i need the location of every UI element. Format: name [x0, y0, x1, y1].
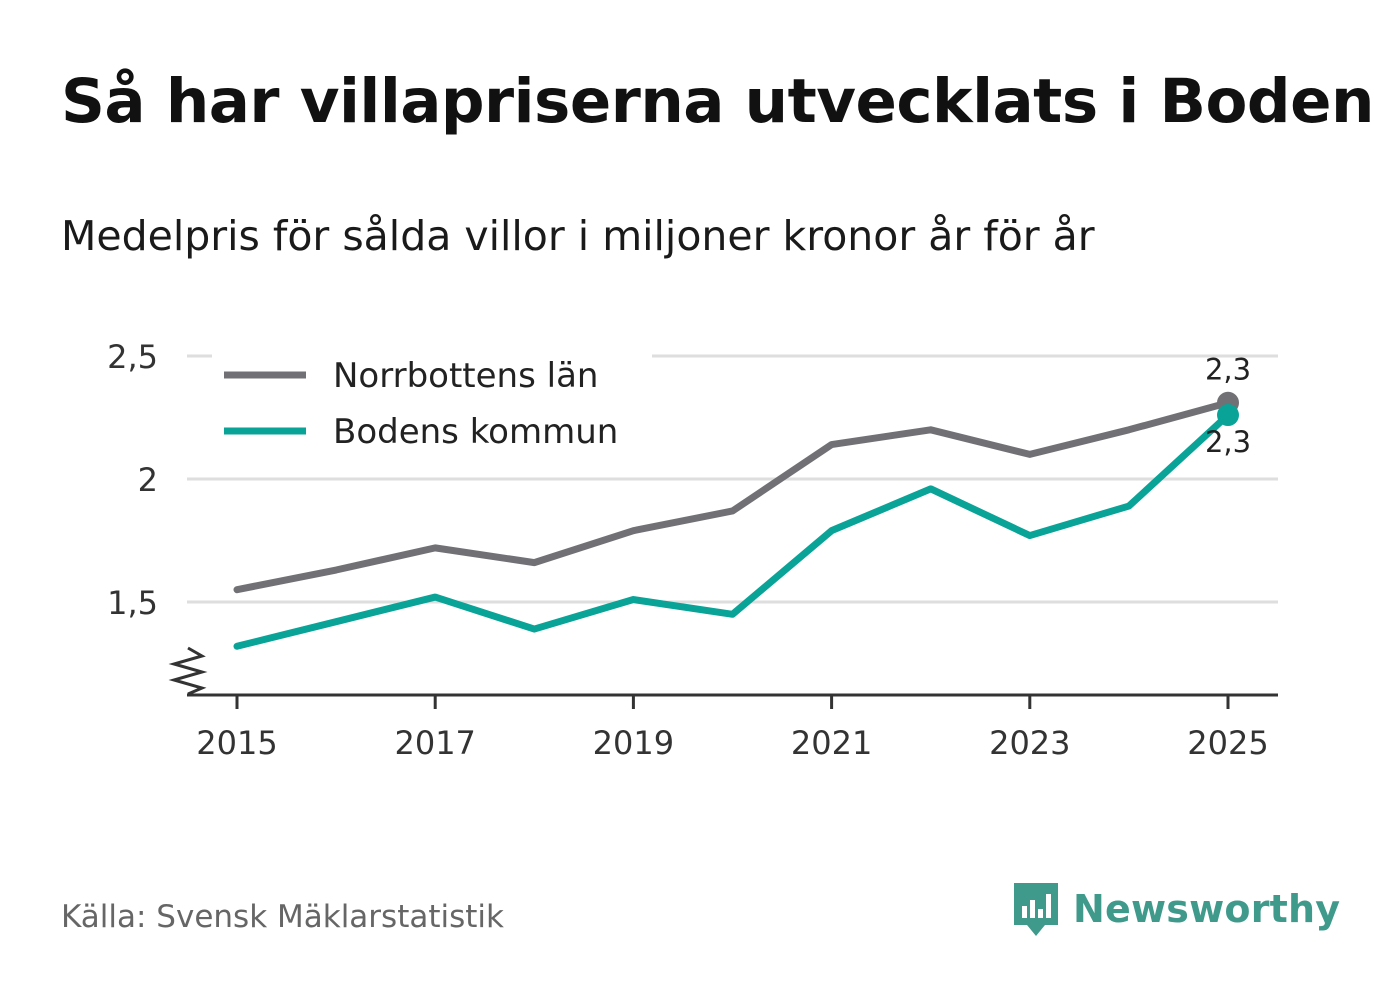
brand-name: Newsworthy	[1073, 887, 1341, 931]
legend-label: Norrbottens län	[333, 356, 598, 396]
axis-break-icon	[168, 646, 208, 696]
end-point-marker	[1217, 404, 1239, 427]
legend-label: Bodens kommun	[333, 412, 618, 452]
legend-box	[212, 352, 652, 460]
x-tick-label: 2021	[791, 724, 872, 762]
x-tick-label: 2017	[394, 724, 475, 762]
y-tick-label: 2	[138, 461, 158, 499]
brand-logo: Newsworthy	[1011, 880, 1340, 938]
y-tick-label: 1,5	[107, 584, 158, 622]
source-note: Källa: Svensk Mäklarstatistik	[61, 899, 504, 935]
series-line-boden	[233, 411, 1232, 650]
end-value-label: 2,3	[1205, 353, 1251, 387]
chart-title: Så har villapriserna utvecklats i Boden	[61, 66, 1374, 137]
bar-chart-speech-bubble-icon	[1014, 883, 1058, 936]
x-tick-label: 2023	[989, 724, 1070, 762]
x-tick-label: 2025	[1187, 724, 1268, 762]
x-tick-label: 2015	[196, 724, 277, 762]
series-line-norrbotten	[233, 399, 1232, 594]
chart-subtitle: Medelpris för sålda villor i miljoner kr…	[61, 212, 1095, 260]
x-tick-label: 2019	[593, 724, 674, 762]
y-tick-label: 2,5	[107, 338, 158, 376]
end-value-label: 2,3	[1205, 425, 1251, 459]
